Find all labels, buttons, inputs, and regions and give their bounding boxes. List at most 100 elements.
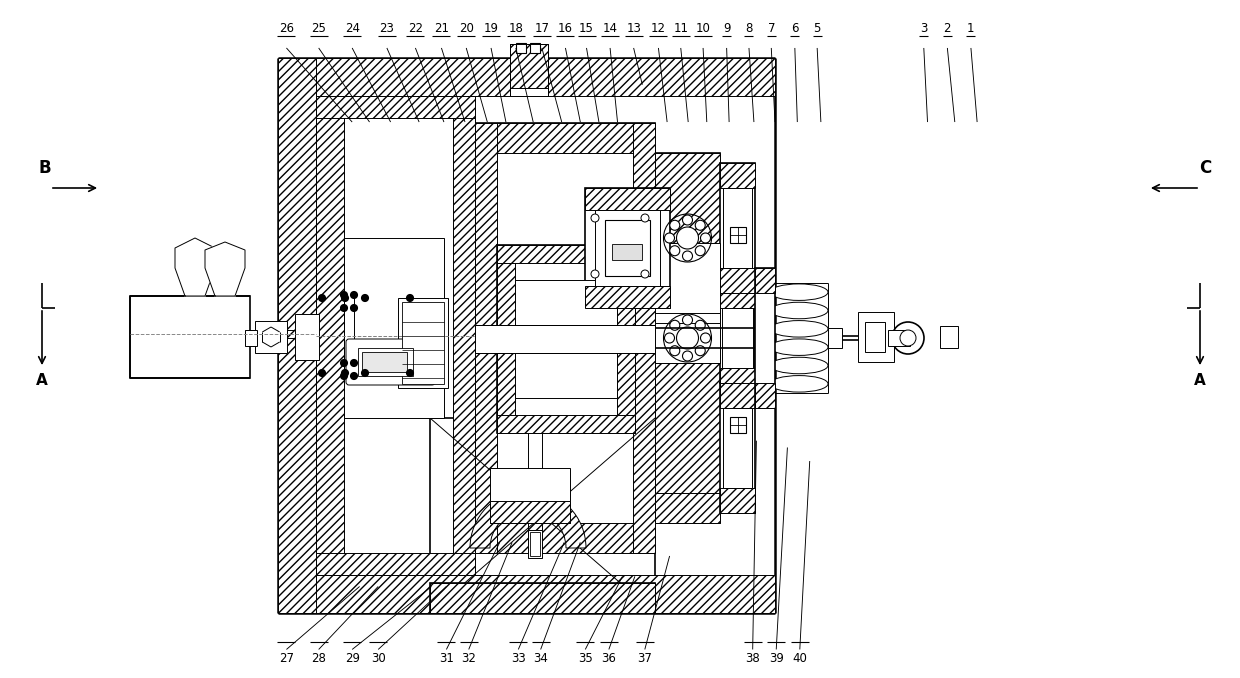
Bar	[358, 348, 413, 376]
Bar	[730, 417, 746, 433]
Circle shape	[670, 346, 680, 356]
Bar	[655, 153, 720, 293]
Circle shape	[696, 346, 706, 356]
Bar	[655, 243, 720, 323]
Wedge shape	[470, 490, 587, 548]
Circle shape	[351, 372, 357, 380]
Circle shape	[696, 320, 706, 330]
Bar	[723, 408, 751, 488]
Bar	[497, 245, 635, 263]
Bar	[516, 43, 526, 53]
Bar	[316, 96, 475, 575]
Circle shape	[362, 294, 368, 302]
Polygon shape	[205, 242, 246, 296]
Bar	[720, 163, 755, 188]
Bar	[605, 220, 650, 276]
Bar	[655, 153, 720, 523]
Text: 7: 7	[768, 22, 775, 35]
Bar	[828, 328, 842, 348]
Circle shape	[670, 220, 680, 231]
Bar	[632, 123, 655, 553]
Text: 34: 34	[533, 652, 548, 665]
Bar	[515, 280, 618, 398]
Text: 22: 22	[408, 22, 423, 35]
Bar	[755, 383, 775, 408]
Circle shape	[341, 294, 348, 302]
Text: 10: 10	[696, 22, 711, 35]
Circle shape	[407, 294, 413, 302]
Circle shape	[341, 304, 347, 311]
Bar	[402, 302, 444, 384]
Circle shape	[319, 294, 325, 302]
Text: 13: 13	[626, 22, 641, 35]
Bar	[475, 123, 655, 553]
Bar	[295, 314, 319, 360]
Ellipse shape	[770, 339, 828, 355]
Bar	[475, 123, 497, 553]
Bar	[430, 583, 655, 613]
Bar	[510, 44, 548, 96]
Text: 33: 33	[511, 652, 526, 665]
Bar	[475, 123, 655, 153]
Circle shape	[351, 359, 357, 367]
Circle shape	[677, 327, 698, 349]
Bar	[585, 188, 670, 210]
Circle shape	[341, 370, 348, 376]
Bar	[722, 308, 753, 368]
Ellipse shape	[770, 376, 828, 392]
Bar	[475, 325, 655, 353]
Ellipse shape	[770, 302, 828, 319]
Text: 21: 21	[434, 22, 449, 35]
Bar	[755, 268, 775, 293]
Circle shape	[351, 292, 357, 298]
Bar	[510, 44, 548, 88]
Bar	[585, 188, 670, 308]
Bar	[720, 368, 755, 383]
Bar	[316, 553, 475, 575]
Text: 31: 31	[439, 652, 454, 665]
Text: 8: 8	[745, 22, 753, 35]
Bar	[497, 245, 515, 433]
Bar	[655, 353, 720, 493]
Text: 39: 39	[769, 652, 784, 665]
Text: 5: 5	[813, 22, 821, 35]
Text: 12: 12	[651, 22, 666, 35]
Bar	[720, 293, 755, 308]
Circle shape	[665, 333, 675, 343]
Text: 32: 32	[461, 652, 476, 665]
Circle shape	[701, 333, 711, 343]
Circle shape	[892, 322, 924, 354]
Text: A: A	[1194, 373, 1205, 388]
Text: 14: 14	[603, 22, 618, 35]
Ellipse shape	[770, 357, 828, 374]
Text: 26: 26	[279, 22, 294, 35]
Bar	[130, 296, 250, 378]
Text: 16: 16	[558, 22, 573, 35]
Circle shape	[319, 370, 325, 376]
Bar	[613, 244, 642, 260]
Text: 19: 19	[484, 22, 498, 35]
Circle shape	[670, 320, 680, 330]
Text: 29: 29	[345, 652, 360, 665]
Bar	[430, 583, 655, 613]
Circle shape	[696, 245, 706, 256]
Circle shape	[677, 227, 698, 249]
Circle shape	[407, 370, 413, 376]
Circle shape	[665, 233, 675, 243]
Text: 27: 27	[279, 652, 294, 665]
Bar	[720, 293, 755, 383]
Bar	[528, 530, 542, 558]
Bar	[529, 43, 539, 53]
Circle shape	[341, 372, 347, 380]
Text: 2: 2	[944, 22, 951, 35]
Bar	[497, 415, 635, 433]
Bar	[316, 96, 343, 575]
Bar	[720, 268, 755, 293]
Text: 30: 30	[371, 652, 386, 665]
Ellipse shape	[770, 321, 828, 337]
Circle shape	[701, 233, 711, 243]
Text: 1: 1	[967, 22, 975, 35]
Circle shape	[900, 330, 916, 346]
Bar	[720, 383, 755, 408]
Bar	[861, 318, 890, 356]
